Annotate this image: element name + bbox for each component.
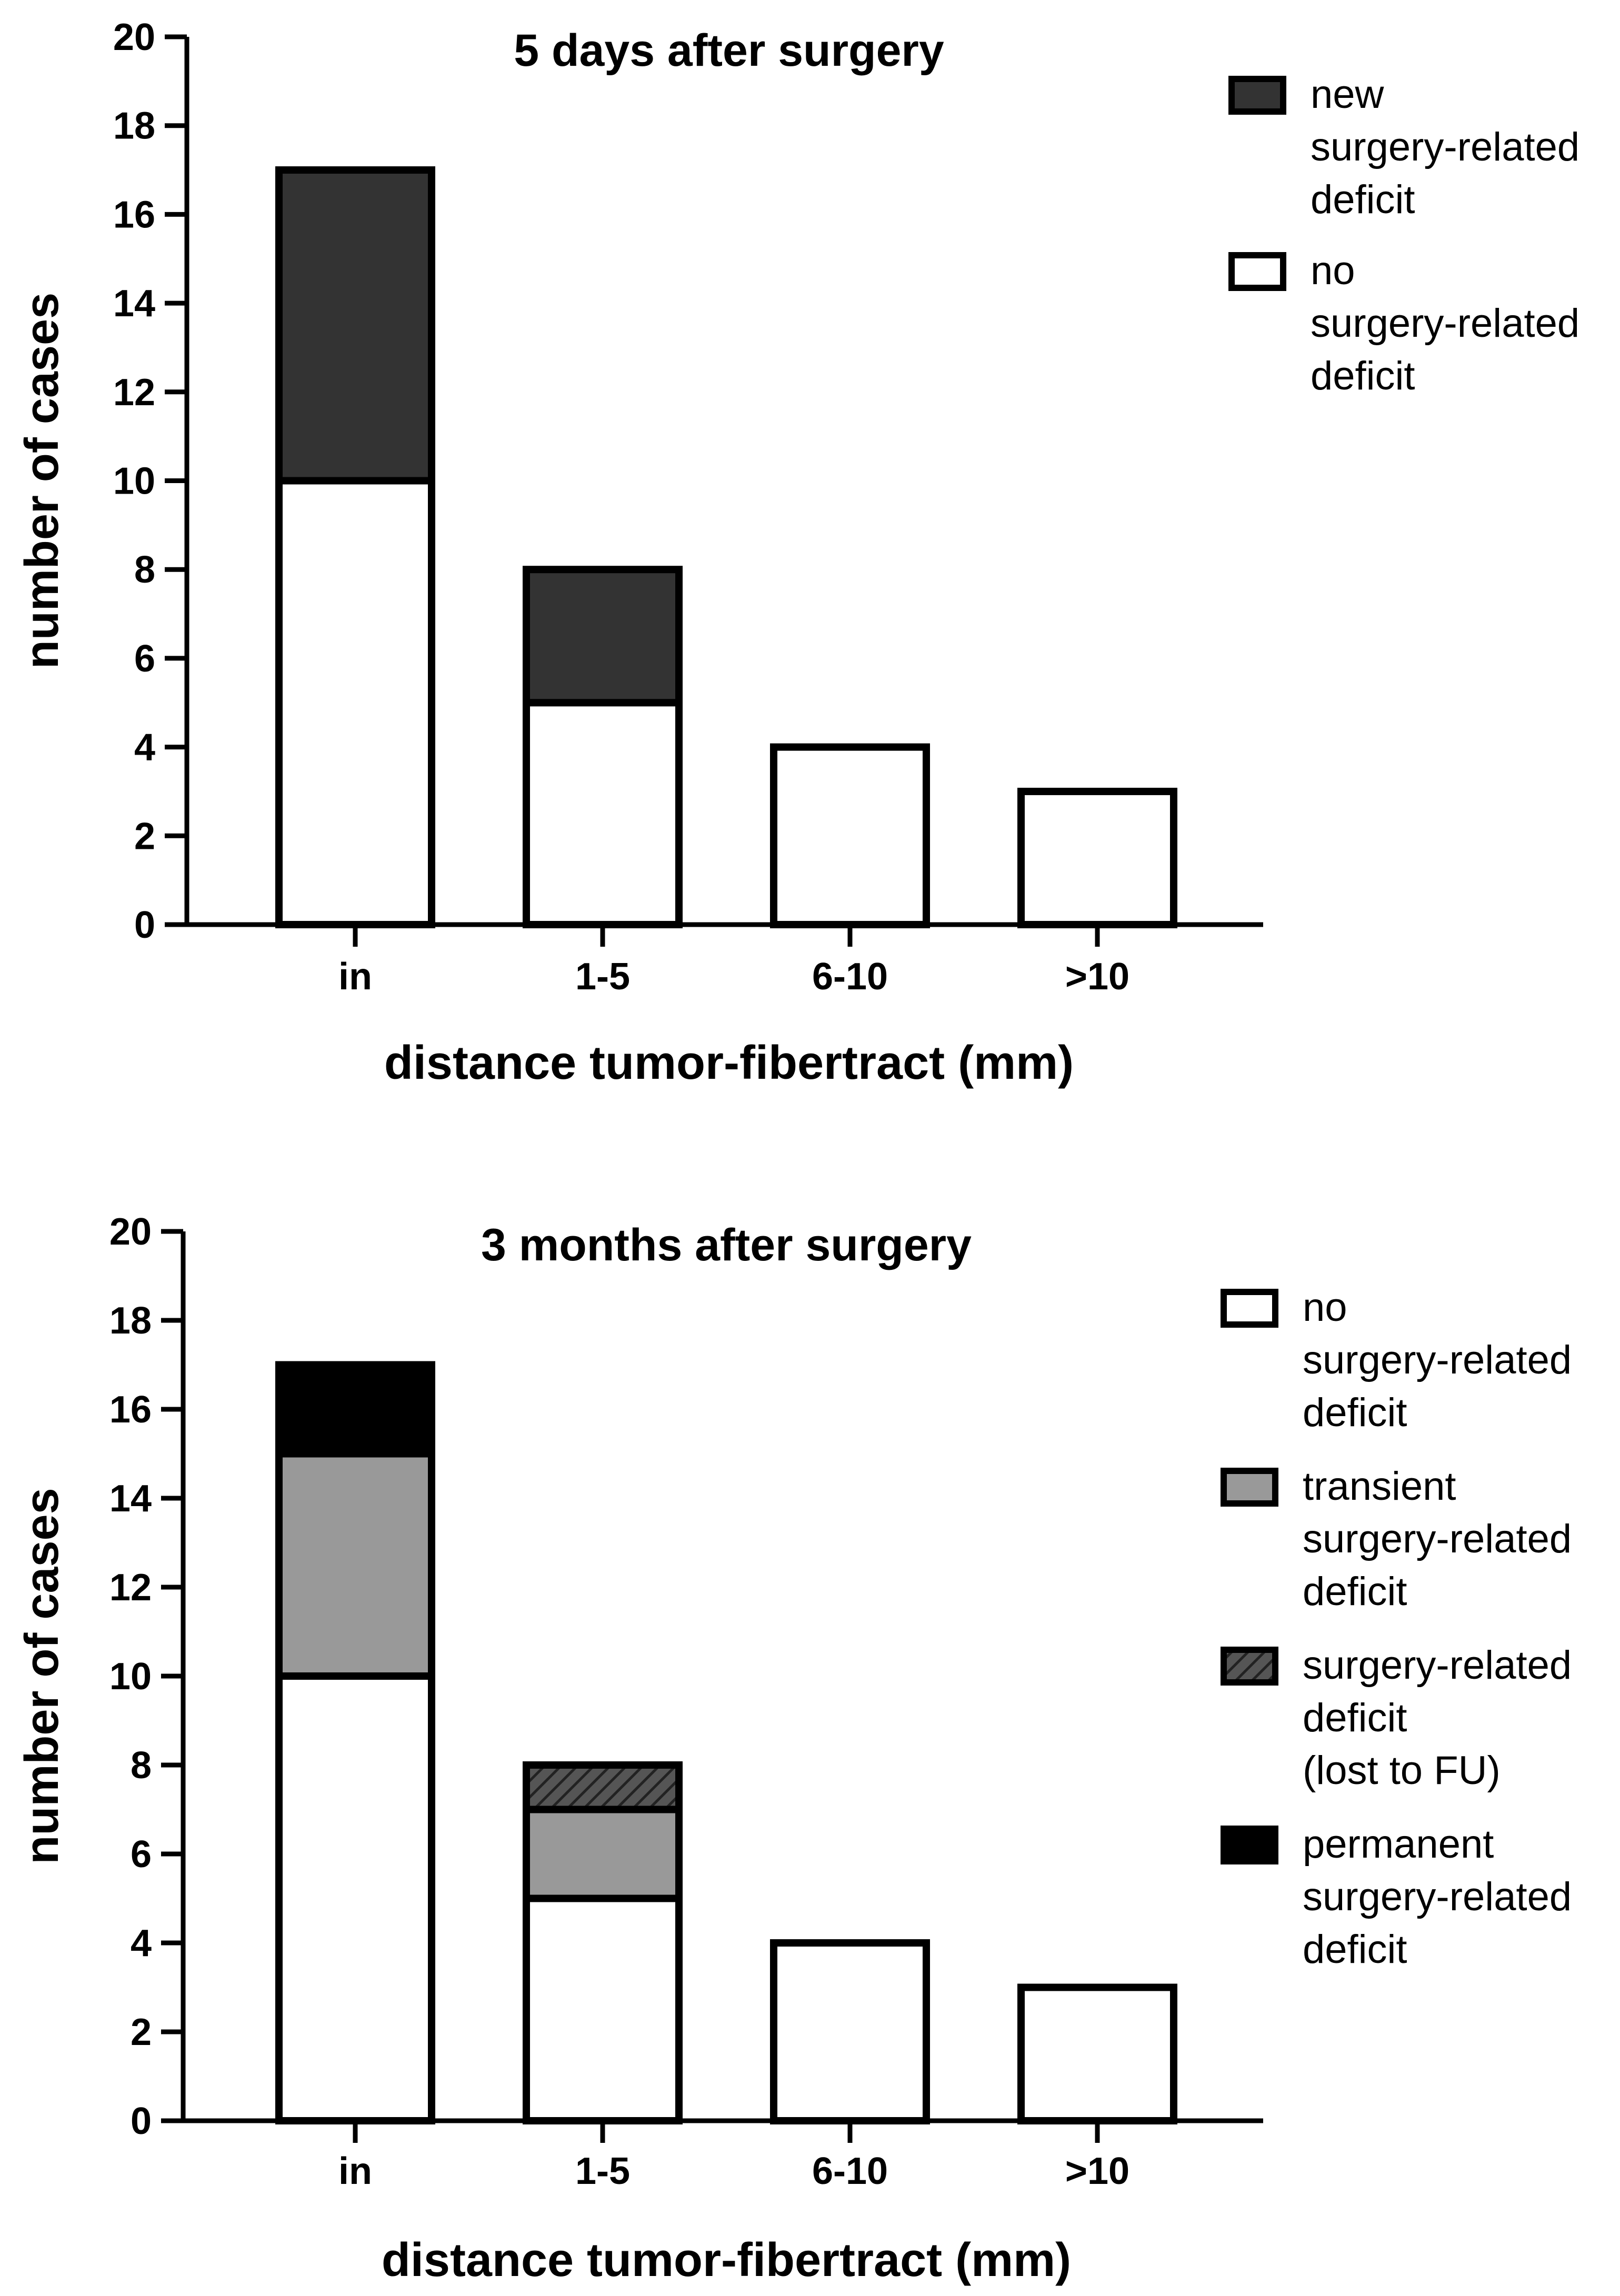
y-tick-label: 12 <box>113 372 155 414</box>
legend-label-line: deficit <box>1303 1696 1407 1740</box>
y-tick-label: 0 <box>131 2100 152 2142</box>
legend-label-line: deficit <box>1311 177 1415 222</box>
bar-gt10-no-surgery-related-deficit <box>1017 1983 1177 2124</box>
y-tick-label: 0 <box>134 904 155 946</box>
y-tick-label: 14 <box>109 1478 152 1520</box>
legend-label-line: deficit <box>1311 354 1415 398</box>
y-tick-label: 20 <box>109 1211 152 1253</box>
legend-label-line: no <box>1311 248 1355 293</box>
bar-1-5-new-surgery-related-deficit <box>523 566 683 707</box>
legend-swatch <box>1221 1289 1278 1328</box>
y-tick-label: 6 <box>131 1833 152 1876</box>
legend-label-line: transient <box>1303 1464 1456 1509</box>
bar-in-transient-surgery-related-deficit <box>275 1450 435 1680</box>
chart-panel-5-days: 0 2 4 6 8 10 12 14 16 18 20 in 1-5 6-10 >10 5 days afte… <box>16 16 1579 1089</box>
chart-title: 5 days after surgery <box>514 25 944 76</box>
legend-label-line: new <box>1311 72 1385 117</box>
y-tick-label: 8 <box>134 549 155 591</box>
y-tick-label: 4 <box>134 727 155 769</box>
legend-label-line: (lost to FU) <box>1303 1748 1501 1793</box>
bar-in-no-surgery-related-deficit <box>275 1672 435 2124</box>
x-tick-label-gt10: >10 <box>1065 956 1129 998</box>
legend-label-line: surgery-related <box>1303 1643 1572 1688</box>
y-tick-label: 2 <box>134 815 155 857</box>
x-tick-label-1-5: 1-5 <box>575 2150 630 2192</box>
y-tick-label: 16 <box>109 1389 152 1431</box>
chart-title: 3 months after surgery <box>481 1220 972 1270</box>
y-tick-label: 6 <box>134 638 155 680</box>
y-tick-label: 10 <box>113 460 155 503</box>
y-tick-label: 14 <box>113 283 155 325</box>
legend-label-line: permanent <box>1303 1822 1494 1867</box>
bar-6-10-no-surgery-related-deficit <box>770 743 930 928</box>
y-tick-label: 2 <box>131 2011 152 2053</box>
legend-item-no-surgery-related-deficit: no surgery-related deficit <box>1228 248 1579 398</box>
bar-1-5-no-surgery-related-deficit <box>523 1894 683 2124</box>
legend-swatch <box>1228 76 1286 115</box>
legend-item-transient-surgery-related-deficit: transient surgery-related deficit <box>1221 1464 1572 1614</box>
bar-in-no-surgery-related-deficit <box>275 477 435 928</box>
y-tick-label: 20 <box>113 16 155 58</box>
bar-in-permanent-surgery-related-deficit <box>275 1361 435 1458</box>
legend-swatch <box>1221 1468 1278 1507</box>
y-tick-label: 4 <box>131 1922 152 1964</box>
y-tick-label: 18 <box>109 1300 152 1342</box>
bar-1-5-no-surgery-related-deficit <box>523 699 683 928</box>
legend-item-no-surgery-related-deficit: no surgery-related deficit <box>1221 1285 1572 1435</box>
legend-label-line: surgery-related <box>1311 125 1579 169</box>
legend-item-new-surgery-related-deficit: new surgery-related deficit <box>1228 72 1579 222</box>
bar-1-5-surgery-related-deficit-lost-to-fu <box>523 1761 683 1813</box>
bar-gt10-no-surgery-related-deficit <box>1017 787 1177 928</box>
legend-label-line: surgery-related <box>1303 1874 1572 1919</box>
legend-label-line: deficit <box>1303 1569 1407 1614</box>
bar-in-new-surgery-related-deficit <box>275 166 435 485</box>
legend-label-line: surgery-related <box>1303 1338 1572 1382</box>
x-tick-label-6-10: 6-10 <box>812 2150 888 2192</box>
x-tick-label-gt10: >10 <box>1065 2150 1129 2192</box>
x-tick-label-1-5: 1-5 <box>575 956 630 998</box>
y-tick-label: 16 <box>113 194 155 236</box>
legend-label-line: deficit <box>1303 1927 1407 1972</box>
legend-swatch <box>1221 1647 1278 1686</box>
y-tick-label: 18 <box>113 105 155 147</box>
y-tick-label: 12 <box>109 1567 152 1609</box>
legend-label-line: surgery-related <box>1303 1517 1572 1561</box>
y-tick-label: 8 <box>131 1744 152 1787</box>
x-tick-label-6-10: 6-10 <box>812 956 888 998</box>
legend-label-line: no <box>1303 1285 1347 1330</box>
x-tick-label-in: in <box>338 2150 372 2192</box>
chart-panel-3-months: 0 2 4 6 8 10 12 14 16 18 20 in 1-5 6-10 >10 3 months af… <box>16 1211 1572 2287</box>
y-tick-label: 10 <box>109 1656 152 1698</box>
y-axis-label: number of cases <box>16 1488 68 1864</box>
bar-1-5-transient-surgery-related-deficit <box>523 1806 683 1902</box>
legend-label-line: deficit <box>1303 1390 1407 1435</box>
bar-6-10-no-surgery-related-deficit <box>770 1939 930 2124</box>
x-axis-label: distance tumor-fibertract (mm) <box>384 1037 1074 1089</box>
legend-item-permanent-surgery-related-deficit: permanent surgery-related deficit <box>1221 1822 1572 1972</box>
legend-item-surgery-related-deficit-lost-to-fu: surgery-related deficit (lost to FU) <box>1221 1643 1572 1793</box>
x-axis-label: distance tumor-fibertract (mm) <box>382 2234 1071 2287</box>
legend-swatch <box>1228 252 1286 291</box>
x-tick-label-in: in <box>338 956 372 998</box>
y-axis-label: number of cases <box>16 293 68 669</box>
legend-label-line: surgery-related <box>1311 301 1579 346</box>
legend-swatch <box>1221 1826 1278 1864</box>
